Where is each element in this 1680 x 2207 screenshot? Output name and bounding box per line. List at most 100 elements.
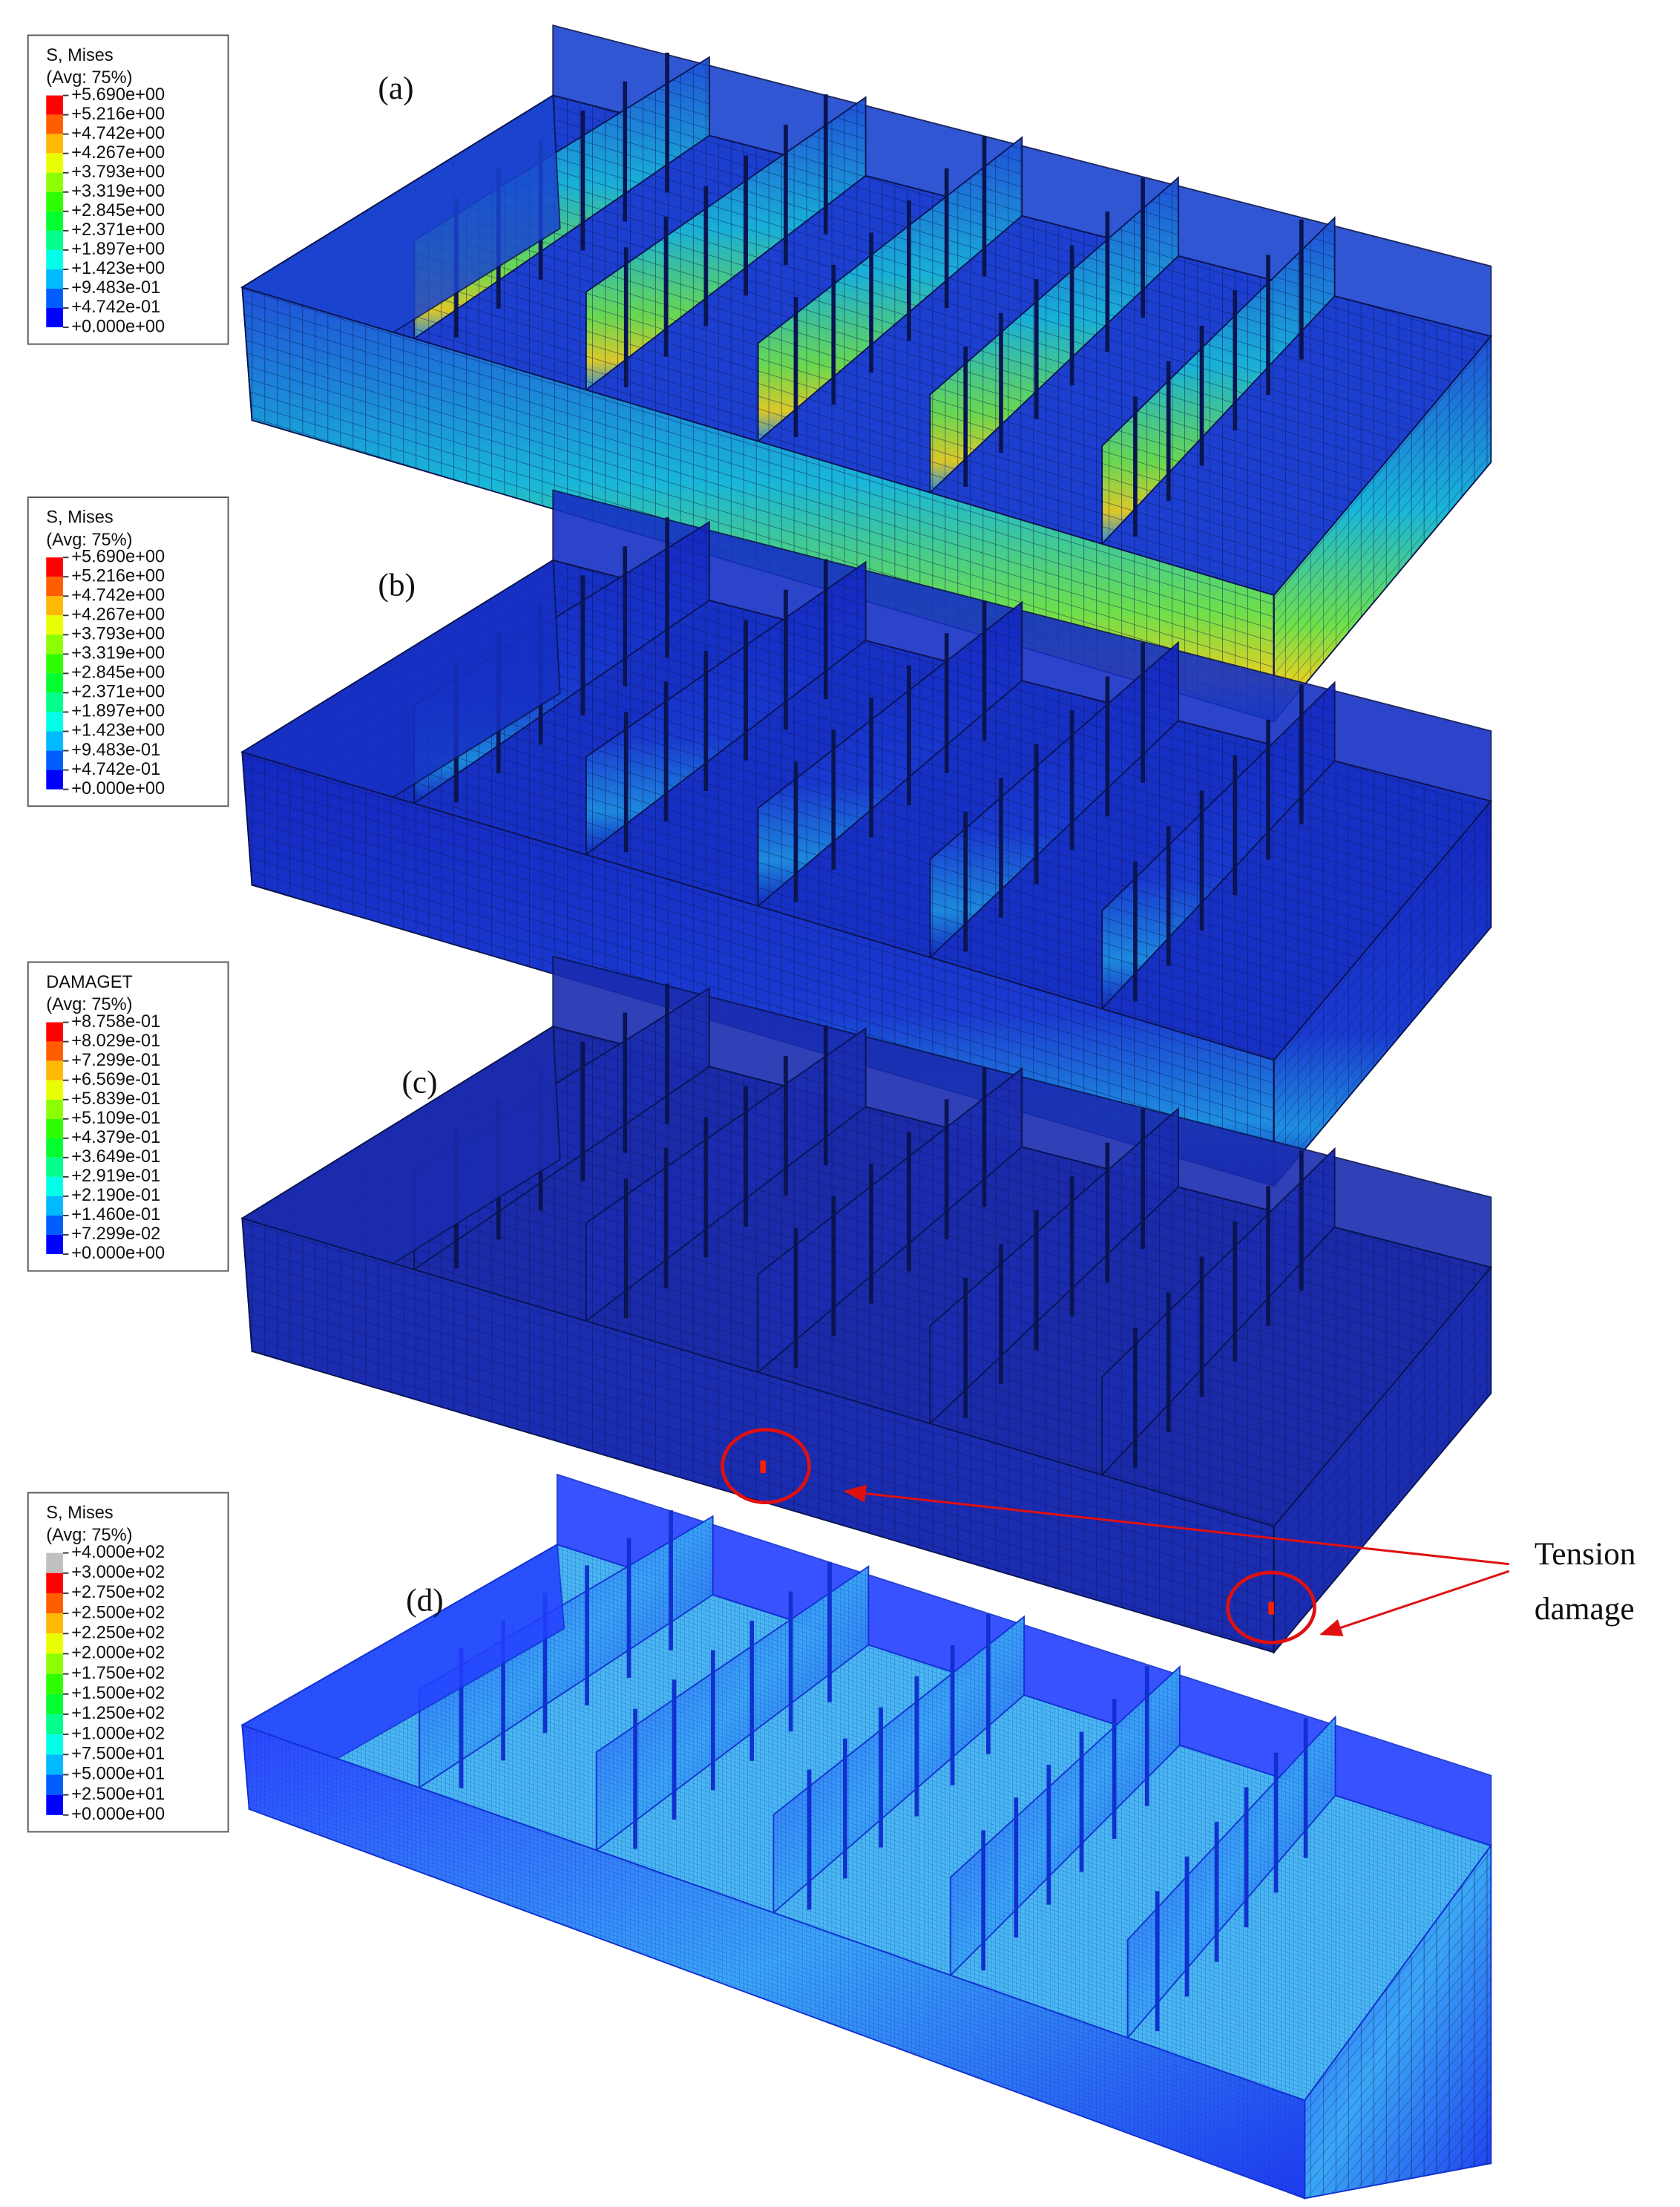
legend-label: +2.500e+02 bbox=[71, 1602, 165, 1621]
partition-mesh bbox=[419, 1516, 713, 1788]
legend-subtitle: (Avg: 75%) bbox=[46, 530, 132, 549]
legend: S, Mises(Avg: 75%)+5.690e+00+5.216e+00+4… bbox=[27, 496, 229, 807]
legend-swatch bbox=[46, 1794, 63, 1815]
legend-swatch bbox=[46, 1138, 63, 1158]
legend-label: +0.000e+00 bbox=[71, 778, 165, 798]
legend-swatch bbox=[46, 1060, 63, 1080]
legend-swatch bbox=[46, 1714, 63, 1735]
model-front-mesh bbox=[242, 1725, 1305, 2199]
legend-label: +5.000e+01 bbox=[71, 1764, 165, 1783]
legend-subtitle: (Avg: 75%) bbox=[46, 68, 132, 87]
legend-swatch bbox=[46, 750, 63, 770]
fe-model bbox=[240, 955, 1492, 1655]
legend-label: +3.319e+00 bbox=[71, 643, 165, 663]
legend-label: +4.267e+00 bbox=[71, 605, 165, 624]
legend-swatch bbox=[46, 1118, 63, 1138]
partition-mesh bbox=[758, 1068, 1023, 1373]
legend-label: +2.371e+00 bbox=[71, 682, 165, 701]
legend-label: +0.000e+00 bbox=[71, 1804, 165, 1823]
legend-label: +6.569e-01 bbox=[71, 1069, 160, 1089]
legend-swatch bbox=[46, 114, 63, 134]
annotation: Tension damage bbox=[721, 1428, 1636, 1644]
legend-label: +4.000e+02 bbox=[71, 1542, 165, 1561]
legend-swatch bbox=[46, 191, 63, 211]
legend-label: +8.029e-01 bbox=[71, 1031, 160, 1050]
legend-swatch bbox=[46, 1080, 63, 1100]
partition-mesh bbox=[1127, 1716, 1336, 2039]
legend-swatch bbox=[46, 557, 63, 577]
legend-title: DAMAGET bbox=[46, 972, 133, 991]
legend-swatch bbox=[46, 1653, 63, 1674]
legend-label: +3.649e-01 bbox=[71, 1147, 160, 1166]
legend-swatch bbox=[46, 1234, 63, 1255]
legend-label: +5.690e+00 bbox=[71, 85, 165, 104]
legend-label: +7.299e-02 bbox=[71, 1224, 160, 1243]
legend-label: +1.423e+00 bbox=[71, 258, 165, 278]
legend-subtitle: (Avg: 75%) bbox=[46, 1525, 132, 1544]
legend-label: +5.690e+00 bbox=[71, 546, 165, 565]
legend-label: +3.000e+02 bbox=[71, 1562, 165, 1581]
legend-swatch bbox=[46, 1734, 63, 1755]
legend-swatch bbox=[46, 269, 63, 289]
damage-circle bbox=[1226, 1570, 1316, 1644]
legend-label: +9.483e-01 bbox=[71, 278, 160, 297]
panel-label: (d) bbox=[406, 1582, 444, 1618]
legend-label: +2.919e-01 bbox=[71, 1166, 160, 1185]
legend: S, Mises(Avg: 75%)+5.690e+00+5.216e+00+4… bbox=[27, 34, 229, 345]
damage-spot bbox=[1268, 1601, 1274, 1615]
legend-swatch bbox=[46, 1633, 63, 1654]
legend-label: +5.216e+00 bbox=[71, 565, 165, 585]
legend-swatch bbox=[46, 95, 63, 115]
model-front-mesh bbox=[242, 1218, 1274, 1653]
legend-label: +0.000e+00 bbox=[71, 1243, 165, 1262]
legend-title: S, Mises bbox=[46, 1503, 113, 1522]
model-right-mesh bbox=[1305, 1845, 1492, 2199]
legend-title: S, Mises bbox=[46, 45, 113, 65]
partition-mesh bbox=[1102, 682, 1335, 1009]
partition-mesh bbox=[585, 562, 866, 855]
partition-mesh bbox=[1102, 1149, 1335, 1475]
legend-label: +1.423e+00 bbox=[71, 721, 165, 740]
legend-swatch bbox=[46, 1157, 63, 1177]
partition-mesh bbox=[585, 97, 866, 390]
legend-title: S, Mises bbox=[46, 508, 113, 527]
partition-mesh bbox=[596, 1566, 869, 1851]
annotation-text: damage bbox=[1535, 1591, 1635, 1627]
legend-label: +0.000e+00 bbox=[71, 316, 165, 335]
legend-swatch bbox=[46, 1613, 63, 1634]
legend-label: +2.750e+02 bbox=[71, 1582, 165, 1601]
fe-model bbox=[240, 489, 1492, 1188]
legend-label: +2.371e+00 bbox=[71, 220, 165, 239]
legend-swatch bbox=[46, 615, 63, 635]
legend-swatch bbox=[46, 1754, 63, 1775]
legend-swatch bbox=[46, 288, 63, 308]
legend-label: +3.793e+00 bbox=[71, 624, 165, 643]
legend-swatch bbox=[46, 1673, 63, 1694]
legend-label: +1.750e+02 bbox=[71, 1663, 165, 1682]
legend-swatch bbox=[46, 307, 63, 328]
legend-label: +4.742e-01 bbox=[71, 297, 160, 316]
legend-swatch bbox=[46, 172, 63, 192]
arrow bbox=[843, 1484, 1509, 1566]
panel-label: (a) bbox=[378, 70, 413, 106]
legend-swatch bbox=[46, 1774, 63, 1795]
legend-label: +4.742e+00 bbox=[71, 586, 165, 605]
legend-swatch bbox=[46, 1022, 63, 1042]
legend-label: +7.299e-01 bbox=[71, 1050, 160, 1069]
legend-label: +1.000e+02 bbox=[71, 1723, 165, 1742]
arrow bbox=[1319, 1570, 1510, 1636]
partition-mesh bbox=[951, 1667, 1180, 1975]
legend-swatch bbox=[46, 692, 63, 712]
legend-label: +7.500e+01 bbox=[71, 1744, 165, 1763]
partition-mesh bbox=[758, 137, 1023, 442]
legend-swatch bbox=[46, 1215, 63, 1235]
legend-subtitle: (Avg: 75%) bbox=[46, 994, 132, 1014]
model-right-mesh bbox=[1273, 801, 1492, 1187]
legend-label: +4.379e-01 bbox=[71, 1127, 160, 1147]
legend-swatch bbox=[46, 770, 63, 790]
legend: S, Mises(Avg: 75%)+4.000e+02+3.000e+02+2… bbox=[27, 1492, 229, 1833]
partition-mesh bbox=[930, 177, 1178, 493]
legend-label: +2.500e+01 bbox=[71, 1784, 165, 1803]
legend-swatch bbox=[46, 211, 63, 231]
